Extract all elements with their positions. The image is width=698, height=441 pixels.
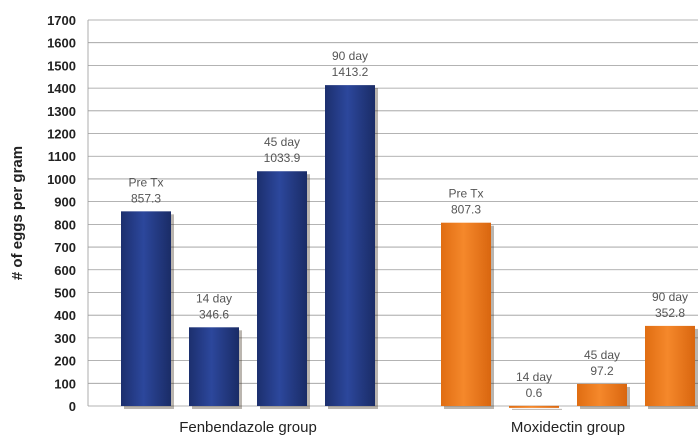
bar-value-label: 1413.2 <box>332 65 369 79</box>
bar-value-label: 0.6 <box>526 386 543 400</box>
bar-value-label: 352.8 <box>655 306 685 320</box>
y-tick-label: 500 <box>54 285 76 300</box>
y-tick-label: 900 <box>54 195 76 210</box>
bar-time-label: 45 day <box>264 135 300 149</box>
y-axis-ticks: 0 100 200 300 400 500 600 700 800 900 1000 1100 1200… <box>47 13 76 414</box>
data-labels: Pre Tx 857.3 14 day 346.6 45 day 1033.9 90 day… <box>128 49 688 400</box>
bar <box>441 222 491 406</box>
grid-lines <box>87 19 698 407</box>
y-tick-label: 700 <box>54 240 76 255</box>
y-tick-label: 300 <box>54 331 76 346</box>
y-tick-label: 200 <box>54 354 76 369</box>
bar-value-label: 807.3 <box>451 203 481 217</box>
group-label: Fenbendazole group <box>179 419 317 436</box>
y-tick-label: 1600 <box>47 36 76 51</box>
bar-value-label: 346.6 <box>199 307 229 321</box>
y-tick-label: 1400 <box>47 81 76 96</box>
bar-time-label: Pre Tx <box>128 175 163 189</box>
bar <box>325 85 375 406</box>
y-tick-label: 100 <box>54 376 76 391</box>
bars <box>121 85 698 410</box>
y-tick-label: 1000 <box>47 172 76 187</box>
y-tick-label: 1700 <box>47 13 76 28</box>
group-label: Moxidectin group <box>511 419 625 436</box>
bar-value-label: 1033.9 <box>264 151 301 165</box>
bar <box>645 325 695 406</box>
bar-time-label: Pre Tx <box>448 187 483 201</box>
bar <box>577 383 627 406</box>
bar-time-label: 90 day <box>332 49 368 63</box>
y-tick-label: 1100 <box>48 149 76 164</box>
bar-shadow <box>512 408 562 410</box>
y-tick-label: 0 <box>69 399 76 414</box>
y-tick-label: 400 <box>54 308 76 323</box>
group-labels: Fenbendazole group Moxidectin group <box>179 419 625 436</box>
bar <box>509 405 559 408</box>
y-tick-label: 800 <box>54 217 76 232</box>
bar-time-label: 14 day <box>516 370 552 384</box>
y-axis-label: # of eggs per gram <box>9 146 26 280</box>
bar <box>189 327 239 406</box>
bar-time-label: 14 day <box>196 291 232 305</box>
bar-value-label: 857.3 <box>131 191 161 205</box>
bar-time-label: 90 day <box>652 290 688 304</box>
bar <box>257 171 307 406</box>
y-tick-label: 1300 <box>47 104 76 119</box>
bar-value-label: 97.2 <box>590 364 614 378</box>
y-tick-label: 600 <box>54 263 76 278</box>
y-tick-label: 1200 <box>47 127 76 142</box>
y-tick-label: 1500 <box>47 58 76 73</box>
bar-time-label: 45 day <box>584 348 620 362</box>
bar <box>121 211 171 406</box>
